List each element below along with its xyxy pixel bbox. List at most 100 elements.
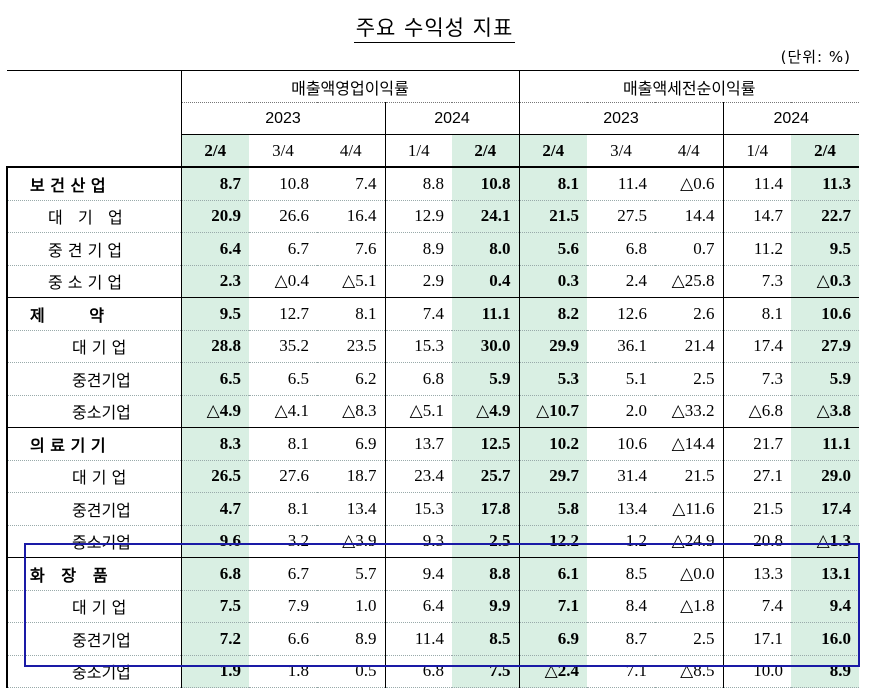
value-cell: 6.7 [249,557,317,591]
value-cell: 6.6 [249,622,317,656]
value-cell: 6.8 [384,655,452,688]
value-cell: 17.4 [722,330,791,363]
value-cell: 6.1 [518,557,587,591]
value-cell: 2.5 [655,622,723,656]
company-size-label: 대 기 업 [6,200,181,233]
value-cell: 12.6 [587,297,655,331]
page-title: 주요 수익성 지표 [0,12,869,43]
value-cell: 2.4 [587,265,655,298]
value-cell: 7.4 [317,167,385,201]
value-cell: 9.4 [791,590,859,623]
year-header: 2023 [180,102,385,135]
industry-label: 보 건 산 업 [6,167,181,201]
value-cell: 2.5 [452,525,519,558]
value-cell: 8.7 [587,622,655,656]
value-cell: 7.3 [722,362,791,396]
value-cell: △4.1 [249,395,317,428]
value-cell: 9.5 [791,232,859,266]
value-cell: △8.5 [655,655,723,688]
value-cell: 10.6 [791,297,859,331]
value-cell: 12.9 [384,200,452,233]
company-size-label: 중소기업 [6,395,181,428]
value-cell: 7.2 [180,622,249,656]
value-cell: 25.7 [452,460,519,493]
value-cell: △2.4 [518,655,587,688]
value-cell: 7.4 [722,590,791,623]
value-cell: 5.9 [791,362,859,396]
table-row: 제 약 9.5 12.7 8.1 7.4 11.1 8.2 12.6 2.6 8.1 10.6 [6,297,859,331]
value-cell: 6.5 [180,362,249,396]
value-cell: 17.4 [791,492,859,526]
year-header: 2024 [384,102,519,135]
quarter-header: 3/4 [610,140,632,160]
value-cell: 7.5 [452,655,519,688]
company-size-label: 대 기 업 [6,330,181,363]
value-cell: 21.5 [655,460,723,493]
value-cell: 11.4 [587,167,655,201]
value-cell: 21.5 [518,200,587,233]
company-size-label: 중 견 기 업 [6,232,181,266]
value-cell: 11.3 [791,167,859,201]
value-cell: △8.3 [317,395,385,428]
company-size-label: 대 기 업 [6,590,181,623]
value-cell: 27.6 [249,460,317,493]
table-row: 화 장 품 6.8 6.7 5.7 9.4 8.8 6.1 8.5 △0.0 13.3 13.1 [6,557,859,591]
value-cell: 16.4 [317,200,385,233]
value-cell: 11.4 [384,622,452,656]
value-cell: 8.4 [587,590,655,623]
value-cell: 24.1 [452,200,519,233]
value-cell: △24.9 [655,525,723,558]
value-cell: 26.6 [249,200,317,233]
value-cell: 23.4 [384,460,452,493]
value-cell: 8.8 [452,557,519,591]
value-cell: 8.1 [249,427,317,461]
value-cell: 9.3 [384,525,452,558]
value-cell: 35.2 [249,330,317,363]
company-size-label: 중소기업 [6,525,181,558]
value-cell: 6.8 [180,557,249,591]
value-cell: 21.7 [722,427,791,461]
profitability-table: 매출액영업이익률 매출액세전순이익률 2023 2024 2023 2024 2… [6,70,859,688]
value-cell: 5.9 [452,362,519,396]
value-cell: 26.5 [180,460,249,493]
table-row: 대 기 업 26.5 27.6 18.7 23.4 25.7 29.7 31.4 21.5 27.… [6,460,859,493]
value-cell: 20.9 [180,200,249,233]
value-cell: 7.3 [722,265,791,298]
value-cell: 6.9 [518,622,587,656]
value-cell: 20.8 [722,525,791,558]
company-size-label: 중견기업 [6,622,181,656]
value-cell: 18.7 [317,460,385,493]
value-cell: 27.5 [587,200,655,233]
company-size-label: 중견기업 [6,362,181,396]
value-cell: 12.5 [452,427,519,461]
value-cell: 14.4 [655,200,723,233]
value-cell: 0.5 [317,655,385,688]
value-cell: △3.8 [791,395,859,428]
value-cell: △0.3 [791,265,859,298]
value-cell: 7.1 [518,590,587,623]
value-cell: 6.7 [249,232,317,266]
table-row: 중소기업 9.6 3.2 △3.9 9.3 2.5 12.2 1.2 △24.9 20.8 △1.3 [6,525,859,558]
value-cell: 2.6 [655,297,723,331]
value-cell: 16.0 [791,622,859,656]
value-cell: △0.6 [655,167,723,201]
value-cell: 10.8 [452,167,519,201]
value-cell: 9.9 [452,590,519,623]
value-cell: 8.1 [249,492,317,526]
value-cell: △5.1 [317,265,385,298]
value-cell: 21.5 [722,492,791,526]
value-cell: 8.8 [384,167,452,201]
table-row: 의 료 기 기 8.3 8.1 6.9 13.7 12.5 10.2 10.6 △14.4 21.… [6,427,859,461]
quarter-header: 2/4 [452,134,519,167]
value-cell: 29.0 [791,460,859,493]
quarter-header: 3/4 [272,140,294,160]
value-cell: 23.5 [317,330,385,363]
table-row: 중견기업 7.2 6.6 8.9 11.4 8.5 6.9 8.7 2.5 17.1 16.0 [6,622,859,656]
quarter-header: 2/4 [180,134,249,167]
value-cell: 7.4 [384,297,452,331]
value-cell: △3.9 [317,525,385,558]
value-cell: 8.1 [317,297,385,331]
value-cell: 31.4 [587,460,655,493]
value-cell: 8.9 [791,655,859,688]
value-cell: 28.8 [180,330,249,363]
